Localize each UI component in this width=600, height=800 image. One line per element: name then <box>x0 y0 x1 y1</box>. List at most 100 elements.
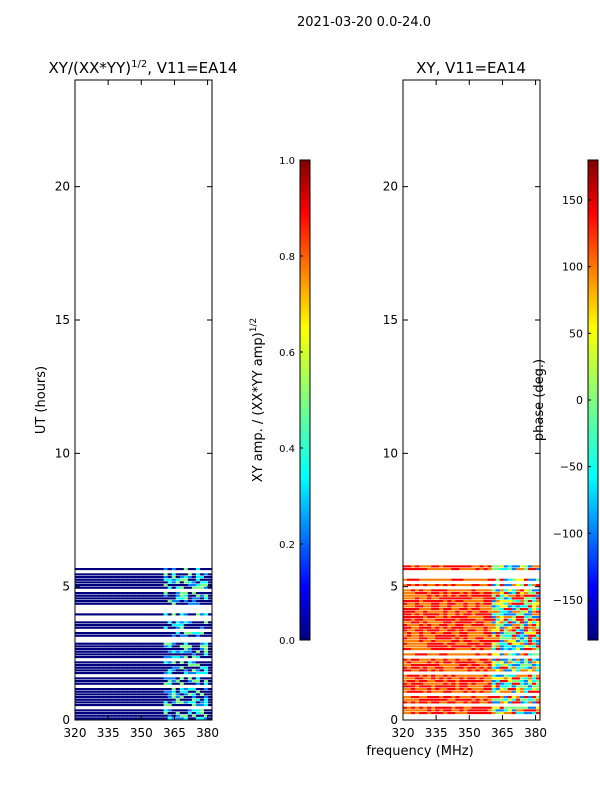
heatmap-cell <box>191 680 197 683</box>
heatmap-cell <box>135 648 140 651</box>
heatmap-cell <box>535 658 541 661</box>
heatmap-cell <box>135 645 140 648</box>
heatmap-cell <box>111 594 116 597</box>
heatmap-cell <box>459 629 464 632</box>
heatmap-cell <box>91 581 96 584</box>
heatmap-cell <box>111 642 116 645</box>
heatmap-cell <box>203 701 209 704</box>
heatmap-cell <box>83 677 88 680</box>
heatmap-cell <box>155 656 160 659</box>
heatmap-cell <box>191 664 197 667</box>
heatmap-cell <box>115 701 120 704</box>
heatmap-cell <box>151 626 156 629</box>
amplitude-colorbar-label: XY amp. / (XX*YY amp)1/2 <box>249 318 266 482</box>
heatmap-cell <box>427 642 432 645</box>
heatmap-cell <box>175 568 181 571</box>
heatmap-cell <box>403 578 408 581</box>
heatmap-cell <box>87 584 92 587</box>
heatmap-cell <box>87 632 92 635</box>
heatmap-cell <box>95 666 100 669</box>
heatmap-cell <box>135 712 140 715</box>
heatmap-cell <box>491 578 496 581</box>
heatmap-cell <box>523 658 529 661</box>
heatmap-cell <box>455 618 460 621</box>
heatmap-cell <box>523 712 529 715</box>
heatmap-cell <box>207 690 213 693</box>
heatmap-cell <box>495 578 501 581</box>
heatmap-cell <box>187 586 193 589</box>
heatmap-cell <box>111 576 116 579</box>
heatmap-cell <box>503 685 509 688</box>
heatmap-cell <box>151 642 156 645</box>
heatmap-cell <box>115 664 120 667</box>
heatmap-cell <box>119 677 124 680</box>
heatmap-cell <box>115 634 120 637</box>
heatmap-cell <box>143 714 148 717</box>
heatmap-cell <box>91 634 96 637</box>
heatmap-cell <box>187 648 193 651</box>
heatmap-cell <box>83 698 88 701</box>
heatmap-cell <box>503 602 509 605</box>
heatmap-cell <box>531 626 537 629</box>
heatmap-cell <box>419 592 424 595</box>
heatmap-cell <box>99 578 104 581</box>
heatmap-cell <box>175 701 181 704</box>
heatmap-cell <box>107 666 112 669</box>
heatmap-cell <box>407 621 412 624</box>
heatmap-cell <box>175 698 181 701</box>
heatmap-cell <box>139 650 144 653</box>
heatmap-cell <box>79 621 84 624</box>
heatmap-cell <box>471 597 476 600</box>
heatmap-cell <box>435 645 440 648</box>
heatmap-cell <box>79 666 84 669</box>
heatmap-cell <box>411 709 416 712</box>
heatmap-cell <box>143 690 148 693</box>
heatmap-cell <box>527 565 533 568</box>
heatmap-cell <box>427 712 432 715</box>
heatmap-cell <box>111 682 116 685</box>
heatmap-cell <box>495 698 501 701</box>
heatmap-cell <box>479 594 484 597</box>
heatmap-cell <box>407 589 412 592</box>
heatmap-cell <box>119 682 124 685</box>
heatmap-cell <box>115 709 120 712</box>
heatmap-cell <box>471 610 476 613</box>
heatmap-cell <box>495 682 501 685</box>
heatmap-cell <box>155 696 160 699</box>
heatmap-cell <box>419 642 424 645</box>
heatmap-cell <box>195 656 201 659</box>
heatmap-cell <box>499 701 505 704</box>
heatmap-cell <box>439 610 444 613</box>
heatmap-cell <box>519 610 525 613</box>
x-tick-label: 350 <box>130 726 153 740</box>
heatmap-cell <box>87 624 92 627</box>
heatmap-cell <box>163 677 168 680</box>
heatmap-cell <box>431 640 436 643</box>
heatmap-cell <box>475 594 480 597</box>
heatmap-cell <box>451 712 456 715</box>
heatmap-cell <box>159 602 164 605</box>
heatmap-cell <box>427 618 432 621</box>
heatmap-cell <box>123 688 128 691</box>
heatmap-cell <box>79 602 84 605</box>
heatmap-cell <box>471 637 476 640</box>
heatmap-cell <box>123 624 128 627</box>
heatmap-cell <box>455 680 460 683</box>
heatmap-cell <box>419 578 424 581</box>
heatmap-cell <box>435 666 440 669</box>
heatmap-cell <box>131 693 136 696</box>
heatmap-cell <box>523 626 529 629</box>
heatmap-cell <box>183 592 189 595</box>
heatmap-cell <box>467 669 472 672</box>
heatmap-cell <box>535 618 541 621</box>
heatmap-cell <box>171 576 177 579</box>
heatmap-cell <box>523 680 529 683</box>
heatmap-cell <box>479 616 484 619</box>
heatmap-cell <box>111 645 116 648</box>
heatmap-cell <box>119 698 124 701</box>
heatmap-cell <box>495 685 501 688</box>
heatmap-cell <box>187 712 193 715</box>
heatmap-cell <box>499 688 505 691</box>
heatmap-cell <box>519 578 525 581</box>
heatmap-cell <box>459 608 464 611</box>
